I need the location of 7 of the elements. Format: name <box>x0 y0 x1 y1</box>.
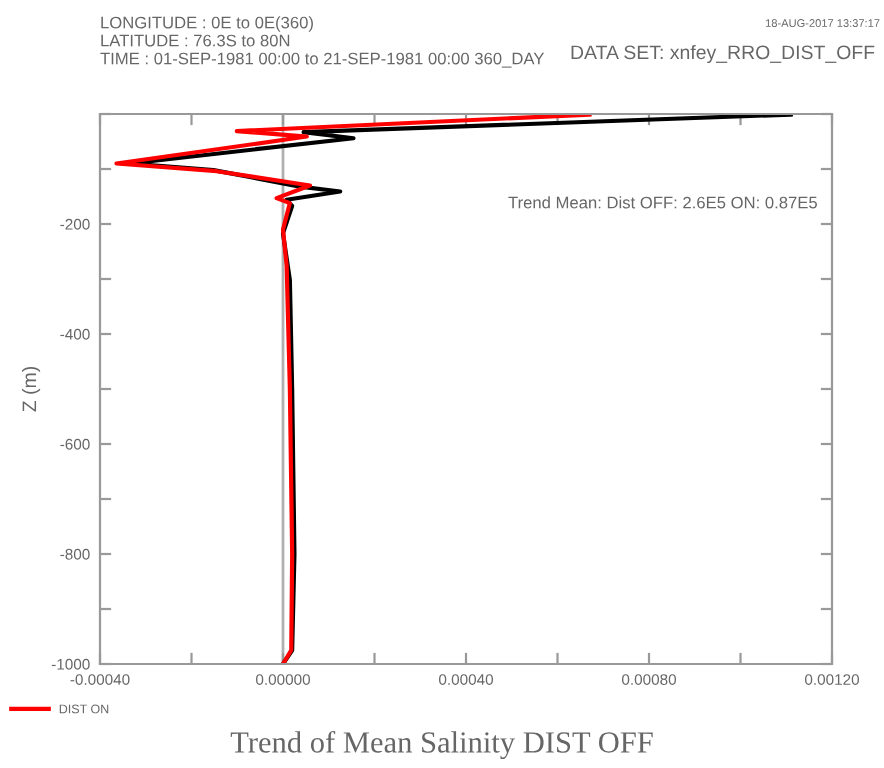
text: TIME : 01-SEP-1981 00:00 to 21-SEP-1981 00:00 360_DAY <box>100 52 545 68</box>
annotation: Trend Mean: Dist OFF: 2.6E5 ON: 0.87E5 <box>508 196 817 209</box>
text: Trend of Mean Salinity DIST OFF <box>230 730 653 760</box>
text: DATA SET: xnfey_RRO_DIST_OFF <box>571 44 875 64</box>
text: LONGITUDE : 0E to 0E(360) <box>101 16 313 32</box>
y-axis-title: Z (m) <box>21 366 41 412</box>
text: LATITUDE : 76.3S to 80N <box>101 34 290 47</box>
